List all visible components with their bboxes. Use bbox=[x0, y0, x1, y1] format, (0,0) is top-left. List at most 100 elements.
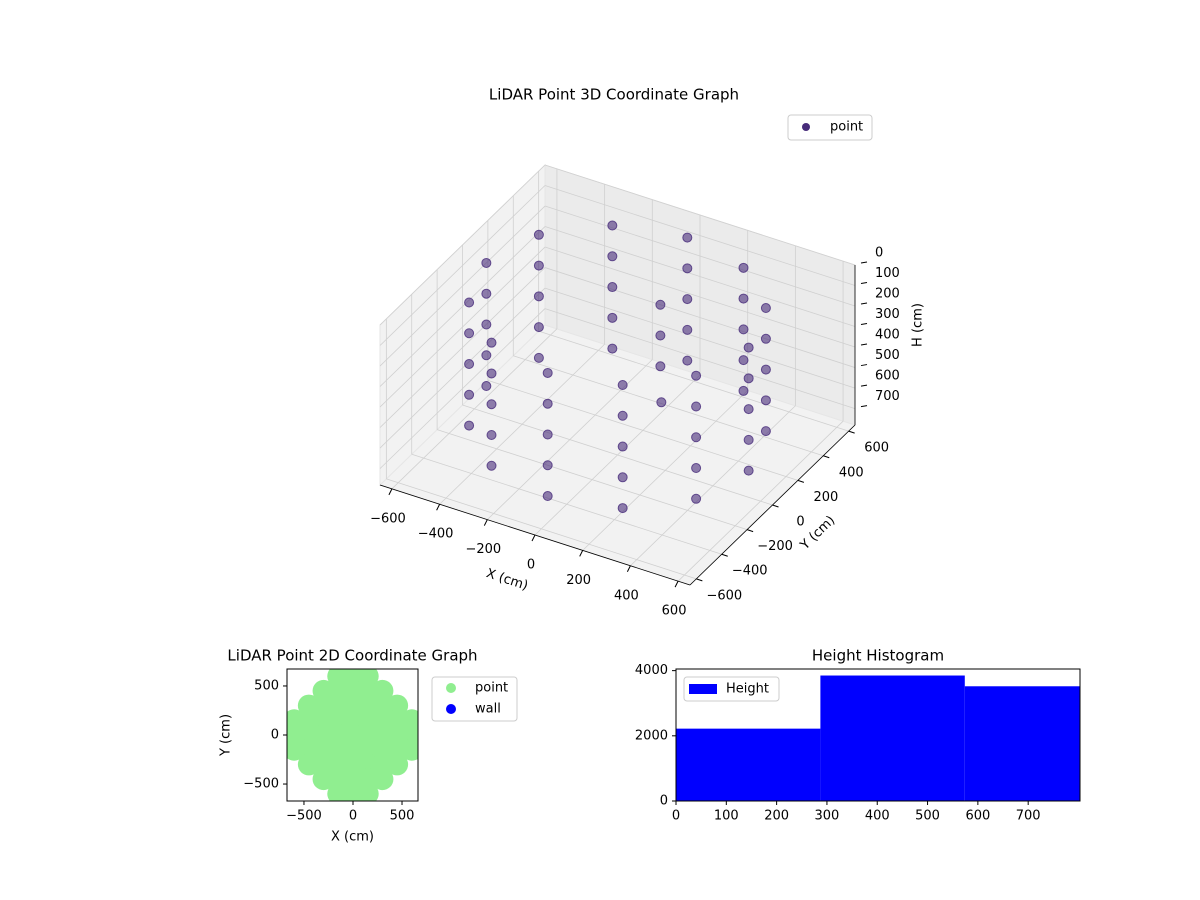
x-tick bbox=[674, 580, 679, 588]
z-tick-label: 500 bbox=[875, 348, 900, 363]
z-tick-label: 400 bbox=[875, 328, 900, 343]
grid-line bbox=[544, 287, 856, 389]
x-tick-label: 100 bbox=[714, 809, 739, 824]
point bbox=[542, 460, 553, 471]
point bbox=[486, 460, 497, 471]
y-tick-label: 0 bbox=[796, 515, 804, 530]
point bbox=[481, 257, 492, 268]
y-tick-label: −400 bbox=[732, 564, 768, 579]
point bbox=[542, 398, 553, 409]
grid-line bbox=[544, 205, 856, 307]
point bbox=[533, 229, 544, 240]
point bbox=[481, 319, 492, 330]
point bbox=[760, 303, 771, 314]
x-tick bbox=[483, 519, 488, 526]
point bbox=[486, 337, 497, 348]
point bbox=[617, 410, 628, 421]
z-tick-label: 300 bbox=[875, 307, 900, 322]
grid-line bbox=[462, 404, 773, 506]
point bbox=[617, 379, 628, 390]
y-tick bbox=[772, 504, 779, 508]
z-tick-label: 100 bbox=[875, 266, 900, 281]
point bbox=[682, 232, 693, 243]
grid-line bbox=[379, 287, 546, 449]
y-tick-label: 200 bbox=[813, 490, 838, 505]
x-tick-label: 300 bbox=[815, 809, 840, 824]
y-tick bbox=[797, 479, 805, 483]
x-tick-label: 0 bbox=[672, 809, 680, 824]
x-tick-label: −400 bbox=[418, 527, 454, 542]
z-tick bbox=[860, 323, 868, 326]
grid-line bbox=[379, 226, 546, 387]
grid-line bbox=[379, 185, 546, 346]
point bbox=[533, 352, 544, 363]
x-tick-label: 400 bbox=[865, 809, 890, 824]
point bbox=[760, 426, 771, 437]
point bbox=[542, 491, 553, 502]
point bbox=[400, 738, 418, 761]
grid-line bbox=[544, 267, 856, 368]
y-tick-label: 0 bbox=[271, 728, 279, 743]
point bbox=[738, 355, 749, 366]
point bbox=[691, 493, 702, 504]
point bbox=[486, 429, 497, 440]
x-tick-label: 400 bbox=[614, 588, 639, 603]
z-tick-label: 200 bbox=[875, 287, 900, 302]
z-tick bbox=[860, 261, 868, 264]
x-tick-label: 0 bbox=[527, 558, 535, 573]
point bbox=[691, 432, 702, 443]
legend-label: point bbox=[830, 120, 863, 135]
y-tick-label: −200 bbox=[757, 539, 793, 554]
point bbox=[533, 291, 544, 302]
grid-line bbox=[379, 308, 546, 469]
point bbox=[481, 288, 492, 299]
z-tick bbox=[860, 364, 868, 367]
y-tick bbox=[721, 553, 728, 557]
point bbox=[533, 260, 544, 271]
y-tick bbox=[696, 578, 703, 582]
point bbox=[464, 328, 475, 339]
point bbox=[743, 434, 754, 445]
point bbox=[464, 389, 475, 400]
x-tick bbox=[531, 534, 536, 542]
x-tick-label: −200 bbox=[465, 542, 501, 557]
point bbox=[682, 355, 693, 366]
point bbox=[760, 333, 771, 344]
grid-line bbox=[379, 246, 546, 408]
point bbox=[655, 361, 666, 372]
chart-histogram: Height Histogram 0 100 200 300 400 500 600 700 0 2… bbox=[635, 647, 1081, 824]
point bbox=[691, 370, 702, 381]
grid-line bbox=[487, 380, 799, 481]
x-tick-label: 500 bbox=[390, 809, 415, 824]
point bbox=[617, 472, 628, 483]
point bbox=[760, 364, 771, 375]
x-tick bbox=[626, 565, 631, 572]
grid-line bbox=[544, 226, 856, 327]
x-tick bbox=[388, 488, 393, 496]
legend-box bbox=[683, 676, 780, 702]
point bbox=[481, 381, 492, 392]
grid-line bbox=[436, 429, 748, 530]
y-tick-label: 500 bbox=[254, 678, 279, 693]
point bbox=[655, 330, 666, 341]
point bbox=[743, 373, 754, 384]
grid-line bbox=[538, 330, 849, 432]
point bbox=[607, 251, 618, 262]
z-tick bbox=[860, 343, 868, 346]
y-tick-label: 400 bbox=[839, 465, 864, 480]
point bbox=[743, 342, 754, 353]
x-axis-label: X (cm) bbox=[331, 830, 374, 845]
chart-title: Height Histogram bbox=[812, 647, 944, 665]
legend-marker bbox=[689, 684, 717, 694]
point bbox=[682, 263, 693, 274]
bar bbox=[676, 728, 821, 801]
bar bbox=[964, 686, 1080, 801]
point bbox=[542, 429, 553, 440]
grid-line bbox=[379, 164, 546, 326]
point bbox=[607, 282, 618, 293]
y-tick-label: −500 bbox=[243, 777, 279, 792]
point bbox=[486, 399, 497, 410]
y-tick-label: 600 bbox=[864, 441, 889, 456]
point bbox=[760, 395, 771, 406]
axes-frame bbox=[675, 668, 1081, 802]
